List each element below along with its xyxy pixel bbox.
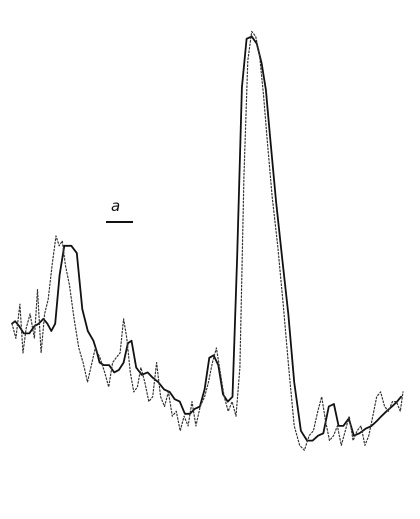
dotted-series-line bbox=[11, 30, 404, 451]
scale-bar bbox=[106, 221, 133, 223]
chart-series-layer bbox=[11, 30, 404, 451]
scale-bar-label: a bbox=[111, 197, 121, 215]
solid-series-line bbox=[11, 35, 402, 442]
